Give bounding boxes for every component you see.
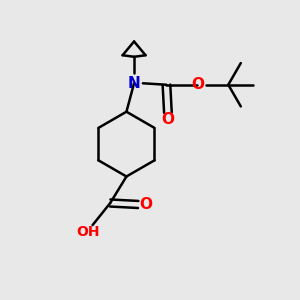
Text: O: O xyxy=(139,197,152,212)
Text: O: O xyxy=(161,112,174,127)
Text: O: O xyxy=(191,77,204,92)
Text: OH: OH xyxy=(76,225,100,238)
Text: N: N xyxy=(128,76,140,91)
